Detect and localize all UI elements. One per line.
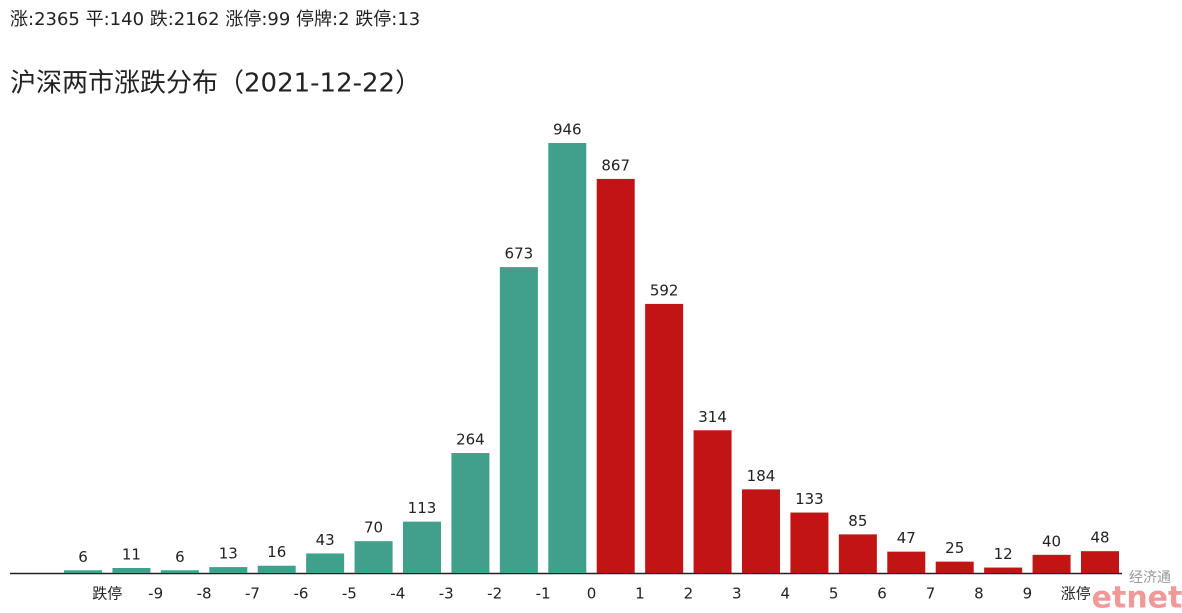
x-tick-label: 4 [780,585,790,603]
bar [790,512,829,573]
x-tick-label: -1 [536,585,551,603]
bar [548,143,587,573]
value-label: 85 [848,512,867,530]
x-tick-label: 1 [635,585,645,603]
bar [64,570,102,573]
x-tick-label: 9 [1023,585,1033,603]
bar [209,567,248,573]
x-tick-label: 8 [974,585,984,603]
bar [742,489,780,573]
bar [499,267,538,573]
bar [112,568,151,573]
x-tick-label: 0 [587,585,597,603]
bar [354,541,393,573]
bar [984,567,1023,573]
bar [306,553,345,573]
value-label: 592 [650,281,679,299]
value-label: 11 [122,546,141,564]
value-label: 133 [795,490,824,508]
x-tick-label: -6 [293,585,308,603]
value-label: 314 [698,408,727,426]
bar [887,551,926,573]
x-tick-label: 跌停 [92,585,122,603]
value-label: 48 [1090,529,1109,547]
x-tick-label: -9 [148,585,163,603]
value-label: 13 [219,545,238,563]
x-tick-label: -4 [390,585,405,603]
value-label: 12 [994,545,1013,563]
bar [596,178,635,573]
value-label: 70 [364,519,383,537]
x-tick-label: -8 [197,585,212,603]
x-tick-label: 3 [732,585,742,603]
bar [645,303,684,573]
x-tick-label: 6 [877,585,887,603]
bar [838,534,877,573]
value-label: 946 [553,121,582,139]
watermark-cn: 经济通 [1129,570,1171,586]
summary: 涨:2365 平:140 跌:2162 涨停:99 停牌:2 跌停:13 [10,9,420,30]
bar [935,561,974,573]
x-tick-label: 2 [684,585,694,603]
bar [403,521,441,573]
bar [257,565,296,573]
x-tick-label: -3 [439,585,454,603]
value-label: 6 [175,548,185,566]
value-label: 867 [601,156,630,174]
value-label: 40 [1042,532,1061,550]
x-tick-label: 7 [926,585,936,603]
chart-title: 沪深两市涨跌分布（2021-12-22） [10,69,421,99]
x-tick-label: 涨停 [1061,585,1091,603]
bar [693,430,732,573]
x-tick-label: 5 [829,585,839,603]
watermark: etnet [1092,581,1182,613]
bar [451,453,490,573]
x-tick-label: -2 [487,585,502,603]
x-tick-label: -7 [245,585,260,603]
bar [1081,551,1119,573]
value-label: 6 [78,548,88,566]
value-label: 25 [945,539,964,557]
value-label: 43 [316,531,335,549]
value-label: 47 [897,529,916,547]
value-label: 184 [747,467,776,485]
value-label: 264 [456,431,485,449]
bar [1032,554,1071,573]
value-label: 673 [505,245,534,263]
bar [160,570,199,573]
x-tick-label: -5 [342,585,357,603]
value-label: 16 [267,543,286,561]
value-label: 113 [408,499,437,517]
